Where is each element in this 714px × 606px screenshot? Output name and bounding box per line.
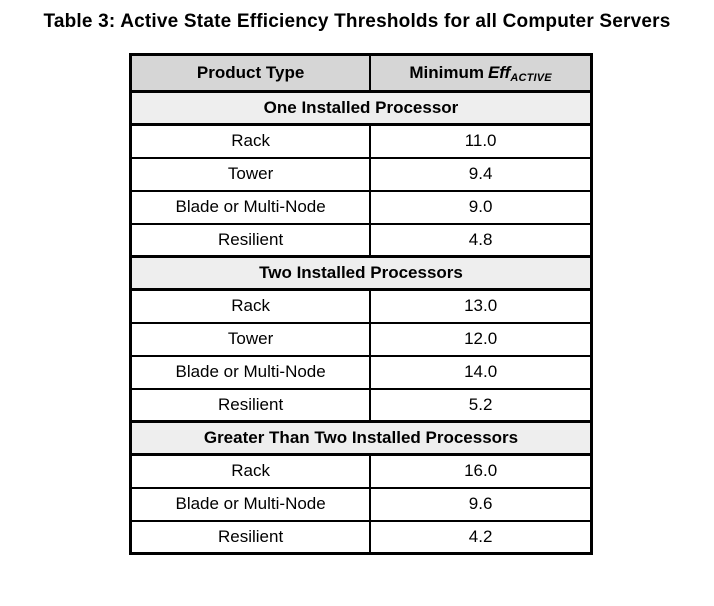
product-type-cell: Blade or Multi-Node bbox=[129, 354, 372, 390]
table-row: Rack 11.0 bbox=[129, 123, 593, 159]
table-row: Rack 13.0 bbox=[129, 288, 593, 324]
table-row: Rack 16.0 bbox=[129, 453, 593, 489]
section-header-row: Greater Than Two Installed Processors bbox=[129, 420, 593, 456]
min-eff-value-cell: 12.0 bbox=[369, 321, 593, 357]
section-header-row: Two Installed Processors bbox=[129, 255, 593, 291]
thresholds-table: Product Type Minimum EffACTIVE One Instal… bbox=[129, 53, 593, 555]
product-type-cell: Tower bbox=[129, 156, 372, 192]
column-header-product-type: Product Type bbox=[129, 53, 372, 93]
table-row: Blade or Multi-Node 9.0 bbox=[129, 189, 593, 225]
section-header-cell: Greater Than Two Installed Processors bbox=[129, 420, 593, 456]
min-eff-value-cell: 9.0 bbox=[369, 189, 593, 225]
table-header-row: Product Type Minimum EffACTIVE bbox=[129, 53, 593, 93]
product-type-cell: Resilient bbox=[129, 519, 372, 555]
min-eff-value-cell: 5.2 bbox=[369, 387, 593, 423]
product-type-cell: Resilient bbox=[129, 387, 372, 423]
min-eff-value-cell: 4.8 bbox=[369, 222, 593, 258]
product-type-cell: Rack bbox=[129, 123, 372, 159]
min-eff-value-cell: 13.0 bbox=[369, 288, 593, 324]
section-header-cell: One Installed Processor bbox=[129, 90, 593, 126]
min-eff-value-cell: 4.2 bbox=[369, 519, 593, 555]
min-eff-value-cell: 14.0 bbox=[369, 354, 593, 390]
table-row: Resilient 4.2 bbox=[129, 519, 593, 555]
product-type-cell: Blade or Multi-Node bbox=[129, 189, 372, 225]
column-header-min-eff: Minimum EffACTIVE bbox=[369, 53, 593, 93]
section-header-cell: Two Installed Processors bbox=[129, 255, 593, 291]
min-eff-subscript-label: ACTIVE bbox=[510, 71, 552, 84]
table-title: Table 3: Active State Efficiency Thresho… bbox=[43, 11, 671, 32]
table-row: Tower 9.4 bbox=[129, 156, 593, 192]
table-row: Blade or Multi-Node 14.0 bbox=[129, 354, 593, 390]
min-eff-term-label: Eff bbox=[487, 62, 511, 82]
table-row: Resilient 4.8 bbox=[129, 222, 593, 258]
product-type-cell: Resilient bbox=[129, 222, 372, 258]
product-type-cell: Blade or Multi-Node bbox=[129, 486, 372, 522]
product-type-cell: Rack bbox=[129, 288, 372, 324]
min-eff-value-cell: 11.0 bbox=[369, 123, 593, 159]
product-type-cell: Rack bbox=[129, 453, 372, 489]
min-eff-value-cell: 9.4 bbox=[369, 156, 593, 192]
table-body: One Installed Processor Rack 11.0 Tower 9.4 B… bbox=[129, 90, 593, 555]
min-eff-value-cell: 9.6 bbox=[369, 486, 593, 522]
table-row: Resilient 5.2 bbox=[129, 387, 593, 423]
table-row: Blade or Multi-Node 9.6 bbox=[129, 486, 593, 522]
min-eff-value-cell: 16.0 bbox=[369, 453, 593, 489]
min-eff-prefix-label: Minimum bbox=[409, 62, 484, 82]
table-row: Tower 12.0 bbox=[129, 321, 593, 357]
section-header-row: One Installed Processor bbox=[129, 90, 593, 126]
product-type-cell: Tower bbox=[129, 321, 372, 357]
